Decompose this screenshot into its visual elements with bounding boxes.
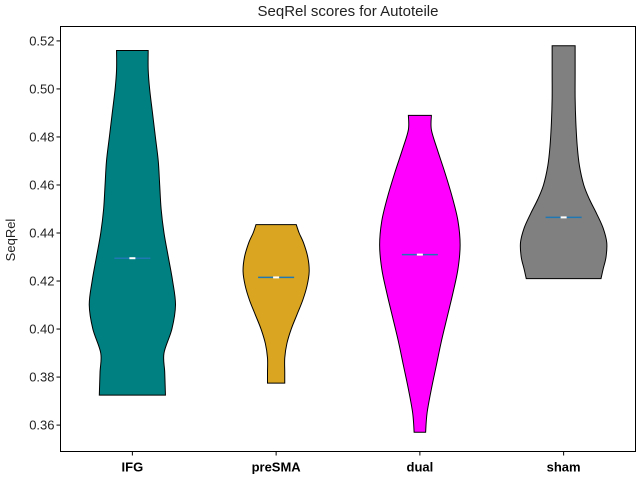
y-tick-label: 0.42	[29, 274, 54, 289]
median-marker	[273, 276, 280, 279]
x-axis-ticks: IFG preSMA dual sham	[122, 451, 581, 475]
violin-dual	[379, 114, 461, 433]
y-tick-label: 0.38	[29, 370, 54, 385]
x-tick-label: IFG	[122, 460, 144, 475]
x-tick-label: dual	[407, 460, 434, 475]
y-axis-label: SeqRel	[3, 219, 18, 262]
median-marker	[416, 253, 423, 256]
x-tick-label: preSMA	[252, 460, 302, 475]
violin-sham	[519, 45, 608, 280]
median-marker	[560, 216, 567, 219]
y-tick-label: 0.44	[29, 225, 54, 240]
y-tick-label: 0.50	[29, 81, 54, 96]
y-tick-label: 0.46	[29, 177, 54, 192]
y-tick-label: 0.40	[29, 322, 54, 337]
y-axis-ticks: 0.36 0.38 0.40 0.42 0.44 0.46 0.48 0.50 0.52	[29, 33, 61, 433]
y-tick-label: 0.52	[29, 33, 54, 48]
x-tick-label: sham	[547, 460, 581, 475]
y-tick-label: 0.36	[29, 418, 54, 433]
plot-frame	[60, 26, 636, 452]
chart-title: SeqRel scores for Autoteile	[258, 3, 439, 20]
violins-group	[88, 45, 608, 433]
violin-ifg	[88, 50, 177, 396]
y-tick-label: 0.48	[29, 129, 54, 144]
median-marker	[129, 257, 136, 260]
violin-presma	[242, 224, 310, 384]
